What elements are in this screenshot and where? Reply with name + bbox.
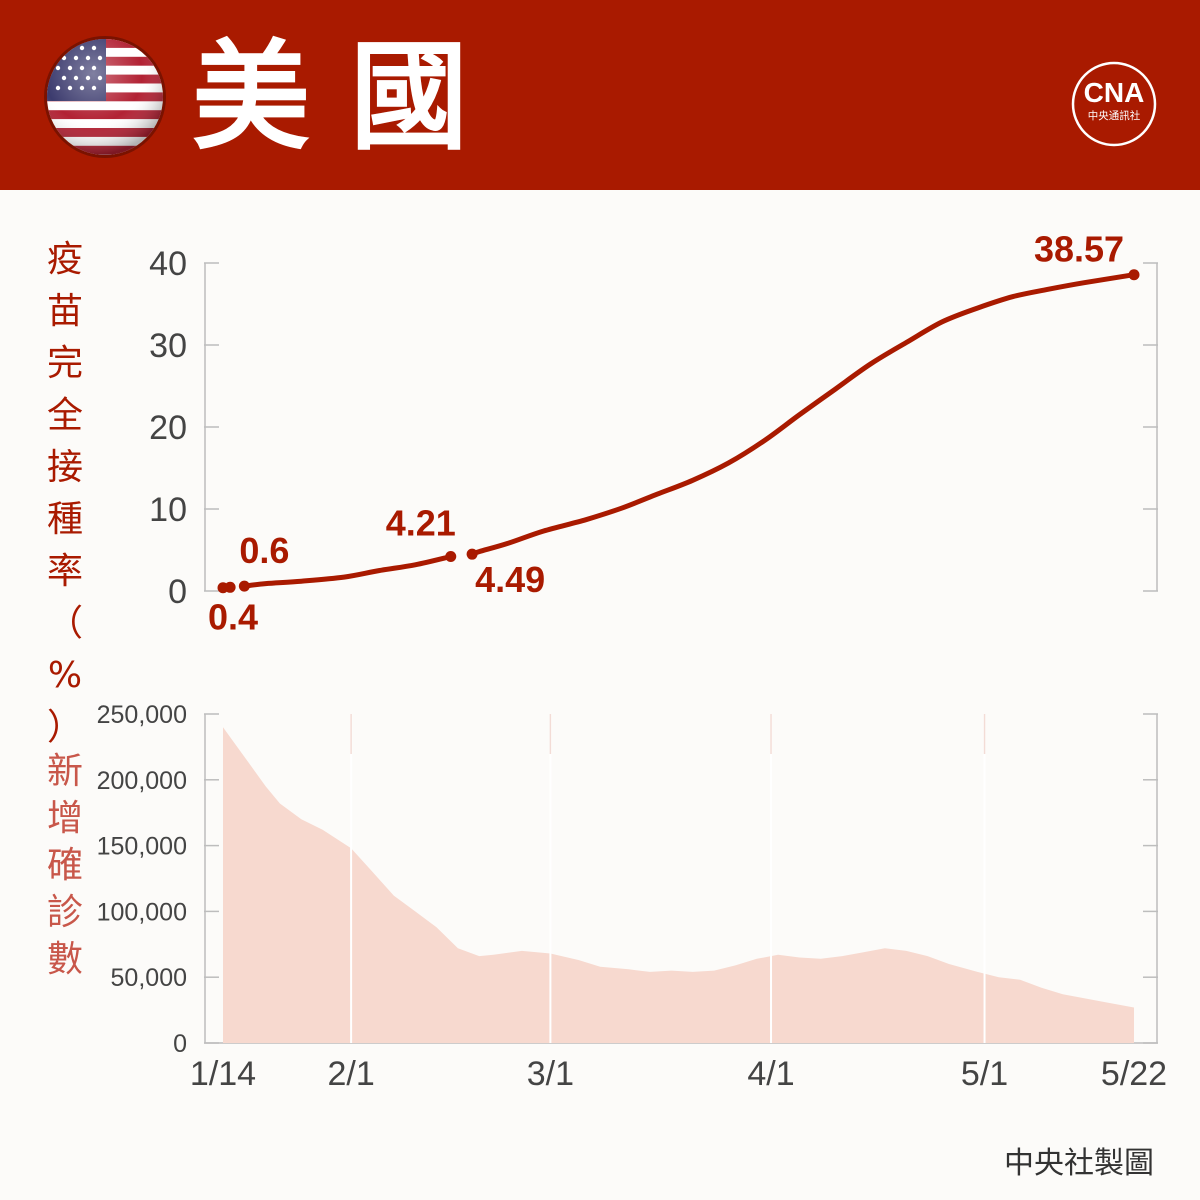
top-y-tick-label: 30	[149, 327, 187, 365]
data-label: 4.49	[475, 559, 545, 600]
bottom-y-tick-label: 50,000	[111, 964, 187, 992]
x-tick-label: 4/1	[747, 1055, 794, 1093]
cases-area	[223, 727, 1134, 1043]
bottom-y-tick-label: 250,000	[97, 701, 187, 729]
series-line	[241, 554, 454, 589]
data-label: 4.21	[386, 502, 456, 543]
top-y-tick-label: 20	[149, 409, 187, 447]
data-point	[466, 548, 478, 560]
data-point	[224, 581, 236, 593]
top-y-tick-label: 0	[168, 573, 187, 611]
cna-logo: CNA	[1071, 61, 1157, 147]
new-cases-area-chart: 0 50,000 100,000 150,000 200,000 250,000 1/14 2…	[97, 701, 1167, 1093]
bottom-y-tick-label: 100,000	[97, 898, 187, 926]
data-label: 0.4	[208, 597, 258, 638]
x-tick-label: 2/1	[327, 1055, 374, 1093]
data-label: 0.6	[239, 530, 289, 571]
us-flag-icon	[44, 36, 166, 158]
top-y-tick-label: 10	[149, 491, 187, 529]
bottom-chart-ylabel: 新增確診數	[46, 751, 83, 980]
x-tick-label: 5/1	[961, 1055, 1008, 1093]
x-tick-label: 3/1	[527, 1055, 574, 1093]
credit-text: 中央社製圖	[1004, 1146, 1154, 1181]
data-point	[445, 550, 457, 562]
x-tick-label: 5/22	[1101, 1055, 1167, 1093]
data-point	[1128, 269, 1140, 281]
top-y-tick-label: 40	[149, 245, 187, 283]
logo-text: CNA	[1084, 77, 1145, 108]
logo-subtext: 中央通訊社	[1087, 110, 1141, 122]
x-tick-label: 1/14	[190, 1055, 256, 1093]
data-label: 38.57	[1034, 229, 1124, 270]
bottom-y-tick-label: 0	[173, 1030, 187, 1058]
page-title: 美國	[192, 28, 509, 166]
bottom-y-tick-label: 150,000	[97, 833, 187, 861]
header-bar: 美國 CNA 中央通訊社	[0, 0, 1200, 190]
bottom-y-tick-label: 200,000	[97, 767, 187, 795]
vaccination-line-chart: 0 10 20 30 40 0.4 0.6 4.21 4.49 38.57	[149, 229, 1158, 638]
series-line	[469, 272, 1137, 557]
top-chart-ylabel: 疫苗完全接種率（%）	[46, 239, 83, 748]
data-point	[238, 580, 250, 592]
